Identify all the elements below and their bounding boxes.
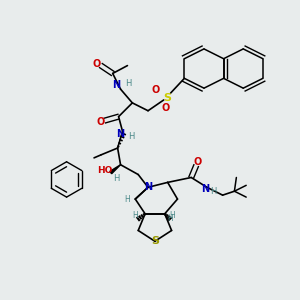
Text: S: S bbox=[164, 93, 172, 103]
Text: N: N bbox=[116, 129, 124, 139]
Text: H: H bbox=[113, 174, 120, 183]
Text: H: H bbox=[167, 214, 172, 223]
Text: O: O bbox=[93, 58, 101, 69]
Polygon shape bbox=[110, 165, 121, 174]
Text: H: H bbox=[211, 187, 217, 196]
Text: S: S bbox=[151, 236, 159, 246]
Text: H: H bbox=[132, 211, 138, 220]
Text: N: N bbox=[144, 182, 152, 192]
Text: H: H bbox=[124, 195, 130, 204]
Text: H: H bbox=[125, 79, 132, 88]
Text: H: H bbox=[170, 211, 176, 220]
Text: HO: HO bbox=[97, 166, 112, 175]
Text: O: O bbox=[194, 157, 202, 167]
Text: N: N bbox=[112, 80, 121, 90]
Text: O: O bbox=[152, 85, 160, 95]
Text: O: O bbox=[97, 116, 105, 127]
Text: N: N bbox=[201, 184, 209, 194]
Text: H: H bbox=[128, 132, 134, 141]
Text: O: O bbox=[162, 103, 170, 113]
